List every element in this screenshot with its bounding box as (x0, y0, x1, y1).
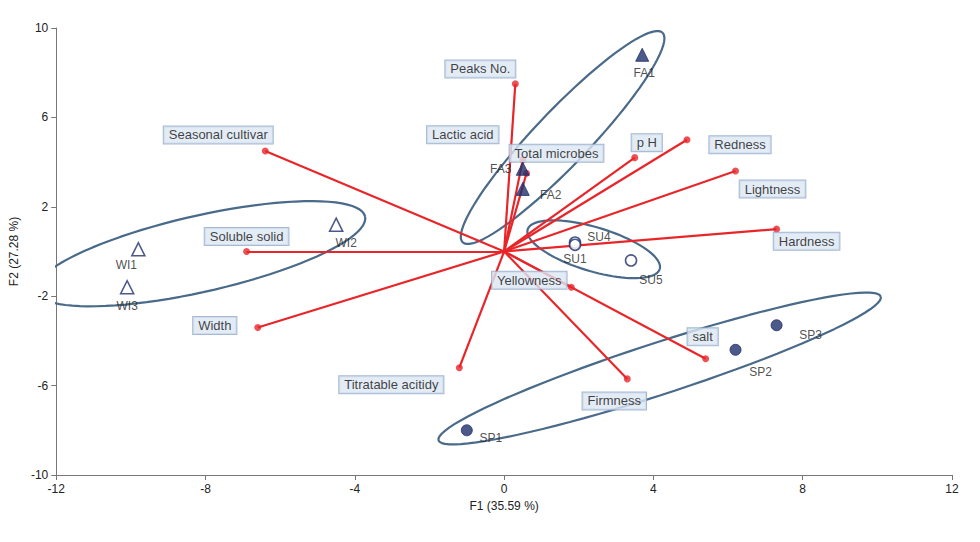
svg-text:-6: -6 (38, 379, 49, 393)
svg-text:Width: Width (198, 318, 231, 333)
svg-text:0: 0 (501, 482, 508, 496)
svg-text:2: 2 (42, 200, 49, 214)
svg-text:Firmness: Firmness (588, 393, 642, 408)
svg-text:FA1: FA1 (634, 66, 656, 80)
svg-text:-10: -10 (31, 468, 49, 482)
svg-text:-12: -12 (48, 482, 66, 496)
svg-text:Lactic acid: Lactic acid (432, 127, 493, 142)
svg-text:10: 10 (35, 21, 49, 35)
svg-text:-8: -8 (200, 482, 211, 496)
svg-text:Hardness: Hardness (779, 234, 835, 249)
svg-text:Total microbes: Total microbes (515, 146, 599, 161)
svg-text:SU5: SU5 (639, 273, 663, 287)
svg-text:FA2: FA2 (540, 188, 562, 202)
svg-text:SP1: SP1 (479, 431, 502, 445)
svg-text:WI2: WI2 (335, 236, 357, 250)
svg-text:Redness: Redness (714, 137, 766, 152)
svg-text:p H: p H (637, 135, 657, 150)
svg-text:Peaks No.: Peaks No. (450, 61, 510, 76)
svg-text:-4: -4 (349, 482, 360, 496)
svg-text:SP2: SP2 (749, 365, 772, 379)
svg-text:Lightness: Lightness (745, 182, 801, 197)
svg-text:WI3: WI3 (116, 299, 138, 313)
svg-text:SU1: SU1 (563, 252, 587, 266)
svg-text:SP3: SP3 (799, 328, 822, 342)
svg-text:Yellowness: Yellowness (497, 273, 562, 288)
svg-text:Titratable acitidy: Titratable acitidy (344, 377, 439, 392)
svg-text:6: 6 (42, 110, 49, 124)
svg-text:4: 4 (650, 482, 657, 496)
svg-text:salt: salt (693, 329, 714, 344)
svg-text:8: 8 (799, 482, 806, 496)
svg-text:12: 12 (945, 482, 959, 496)
svg-text:F1 (35.59 %): F1 (35.59 %) (469, 499, 538, 513)
svg-text:SU4: SU4 (587, 230, 611, 244)
svg-text:WI1: WI1 (116, 258, 138, 272)
svg-text:-2: -2 (38, 289, 49, 303)
svg-text:F2 (27.28 %): F2 (27.28 %) (7, 217, 21, 286)
svg-text:FA3: FA3 (490, 162, 512, 176)
svg-text:Seasonal cultivar: Seasonal cultivar (169, 127, 269, 142)
svg-text:Soluble solid: Soluble solid (210, 229, 284, 244)
